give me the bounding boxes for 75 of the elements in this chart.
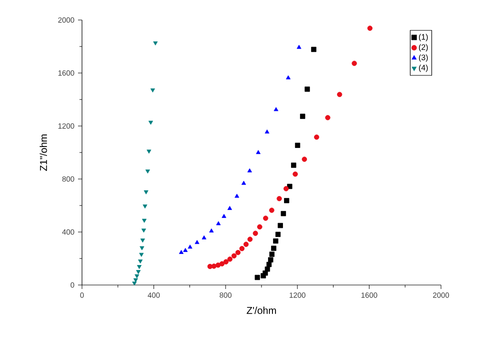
point	[263, 216, 268, 221]
point	[291, 162, 296, 168]
point	[133, 278, 138, 282]
point	[231, 253, 237, 258]
point	[142, 204, 148, 208]
point	[247, 236, 253, 242]
point	[367, 26, 373, 31]
point	[256, 150, 261, 154]
point	[183, 248, 188, 252]
point	[235, 250, 241, 256]
point	[148, 120, 154, 125]
point	[207, 264, 213, 270]
point	[145, 170, 150, 174]
point	[136, 265, 142, 270]
point	[216, 221, 221, 226]
point	[223, 259, 229, 264]
point	[247, 168, 252, 172]
point	[234, 194, 240, 198]
point	[284, 186, 289, 192]
point	[188, 244, 192, 249]
point	[144, 190, 148, 194]
point	[304, 86, 310, 92]
point	[269, 252, 275, 257]
point	[292, 172, 298, 177]
point	[271, 246, 276, 251]
point	[336, 92, 342, 98]
point	[252, 230, 258, 236]
point	[302, 156, 307, 162]
point	[140, 238, 145, 243]
point	[286, 75, 291, 80]
point	[280, 210, 286, 216]
point	[243, 242, 249, 247]
point	[266, 262, 272, 268]
y-axis-title: Z1"/ohm	[40, 134, 48, 171]
point	[227, 256, 232, 262]
point	[257, 224, 262, 230]
point	[215, 262, 221, 268]
point	[300, 114, 306, 119]
x-axis-title: Z'/ohm	[246, 306, 276, 314]
point	[227, 206, 232, 210]
point	[136, 270, 141, 274]
point	[153, 41, 158, 46]
point	[178, 250, 184, 254]
point	[275, 232, 281, 237]
point	[273, 238, 278, 244]
point	[241, 180, 246, 185]
point	[274, 107, 278, 112]
point	[150, 88, 155, 92]
point	[146, 150, 152, 154]
point	[314, 134, 320, 140]
point	[311, 46, 316, 52]
point	[254, 274, 260, 280]
point	[194, 240, 200, 244]
point	[138, 259, 143, 264]
point	[269, 208, 274, 213]
point	[276, 196, 282, 202]
point	[268, 257, 274, 262]
point	[140, 246, 144, 250]
point	[209, 228, 214, 232]
point	[141, 228, 146, 233]
point	[296, 44, 302, 49]
point	[134, 274, 140, 278]
point	[325, 115, 330, 120]
point	[239, 246, 245, 252]
point	[278, 222, 283, 228]
point	[352, 60, 357, 66]
point	[294, 142, 300, 148]
point	[222, 214, 226, 218]
point	[139, 252, 144, 257]
point	[202, 235, 206, 240]
point	[284, 198, 290, 204]
point	[142, 218, 147, 223]
point	[132, 282, 137, 286]
point	[260, 273, 266, 278]
point	[264, 130, 270, 134]
